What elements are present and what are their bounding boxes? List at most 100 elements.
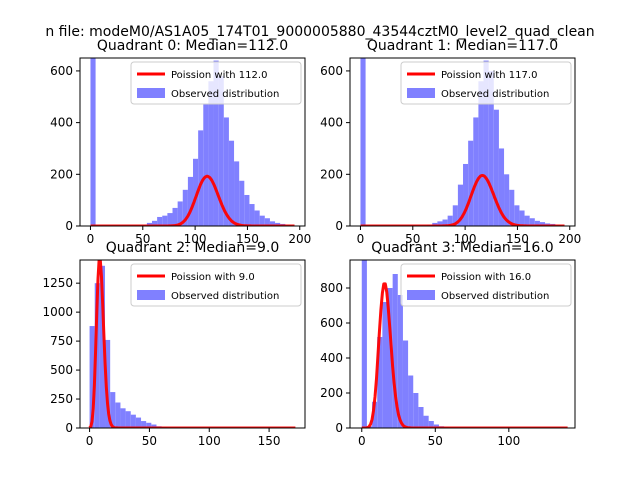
histogram-bar xyxy=(413,393,419,428)
x-tick-label: 50 xyxy=(135,232,150,246)
y-tick-label: 600 xyxy=(50,64,73,78)
histogram-bar xyxy=(228,140,235,226)
histogram-bar xyxy=(254,210,260,226)
quadrant-2-panel: 0 50 100 150 0 250 500 750 1000 1250 Quadrant 2: M… xyxy=(42,240,306,448)
axes-frame xyxy=(349,259,576,429)
legend-label: Poission with 16.0 xyxy=(441,272,531,283)
quadrant-1-panel: 0 50 100 150 200 0 200 400 600 Quadrant 1: Median… xyxy=(320,38,581,246)
axes-frame xyxy=(79,259,306,429)
legend: Poission with 117.0 Observed distribution xyxy=(400,61,572,105)
histogram-bar xyxy=(90,58,96,226)
histogram-bar xyxy=(269,221,276,226)
quadrant-title: Quadrant 3: Median=16.0 xyxy=(371,240,553,256)
x-tick-label: 0 xyxy=(87,232,95,246)
plot-area xyxy=(88,260,296,428)
quadrant-title: Quadrant 2: Median=9.0 xyxy=(106,240,280,256)
histogram-bar xyxy=(428,421,434,428)
poisson-curve xyxy=(90,174,295,226)
x-tick-label: 50 xyxy=(142,434,157,448)
histogram-bar xyxy=(172,207,178,226)
histogram-bar xyxy=(162,215,168,226)
histogram-bar xyxy=(408,375,414,428)
histogram-bar xyxy=(146,222,152,226)
histogram-bar xyxy=(524,215,530,226)
legend-label: Observed distribution xyxy=(441,89,549,100)
histogram-bar xyxy=(120,408,126,428)
histogram-bar xyxy=(473,117,479,226)
x-tick-label: 200 xyxy=(558,232,581,246)
x-tick-label: 100 xyxy=(497,434,520,448)
histogram-bar xyxy=(468,140,474,226)
histogram-bar xyxy=(529,218,535,226)
x-tick-label: 0 xyxy=(357,232,365,246)
x-tick-label: 200 xyxy=(288,232,311,246)
legend-label: Poission with 112.0 xyxy=(171,70,267,81)
histogram-bar xyxy=(218,76,224,226)
x-tick-label: 0 xyxy=(358,434,366,448)
legend-bar-swatch xyxy=(407,88,435,98)
histogram-bar xyxy=(382,302,388,428)
histogram-bar xyxy=(135,417,142,428)
legend-label: Poission with 117.0 xyxy=(441,70,537,81)
histogram-bar xyxy=(130,414,136,428)
histogram-bar xyxy=(193,158,199,226)
y-tick-label: 1250 xyxy=(42,276,73,290)
plot-area xyxy=(360,58,566,226)
x-tick-label: 150 xyxy=(506,232,529,246)
y-tick-label: 400 xyxy=(320,116,343,130)
histogram-bar xyxy=(392,274,398,428)
histogram-bar xyxy=(432,222,438,226)
histogram-bar xyxy=(514,205,520,226)
histogram-bar xyxy=(478,81,484,226)
histogram-bar xyxy=(177,201,183,226)
histogram-bar xyxy=(509,189,515,226)
histogram-bar xyxy=(157,216,163,226)
y-tick-label: 600 xyxy=(320,64,343,78)
histogram-bar xyxy=(152,220,158,226)
histogram-bar xyxy=(182,189,188,226)
histogram-bar xyxy=(115,402,121,428)
y-tick-label: 0 xyxy=(65,219,73,233)
histogram-bar xyxy=(360,58,366,226)
x-tick-label: 100 xyxy=(184,232,207,246)
histogram-bar xyxy=(423,415,429,428)
quadrant-title: Quadrant 0: Median=112.0 xyxy=(97,38,288,54)
histogram-bar xyxy=(457,184,464,226)
legend: Poission with 112.0 Observed distribution xyxy=(130,61,302,105)
histogram-bar xyxy=(244,194,250,226)
legend-label: Poission with 9.0 xyxy=(171,272,255,283)
y-tick-label: 400 xyxy=(320,351,343,365)
histogram-bar xyxy=(249,204,255,226)
histogram-bar xyxy=(387,288,393,428)
y-tick-label: 750 xyxy=(50,334,73,348)
histogram-bar xyxy=(463,163,469,226)
x-tick-label: 150 xyxy=(236,232,259,246)
plot-area xyxy=(361,260,568,428)
histogram-bar xyxy=(198,130,204,226)
legend-bar-swatch xyxy=(407,290,435,300)
axes-frame xyxy=(349,57,576,227)
legend-label: Observed distribution xyxy=(171,291,279,302)
histogram-bar xyxy=(488,70,494,226)
legend-label: Observed distribution xyxy=(441,291,549,302)
histogram-bar xyxy=(534,220,540,226)
histogram-bar xyxy=(437,221,443,226)
histogram-bar xyxy=(275,222,281,226)
y-tick-label: 200 xyxy=(320,167,343,181)
y-tick-label: 0 xyxy=(335,421,343,435)
histogram-bar xyxy=(498,148,505,226)
histogram-bar xyxy=(397,295,403,428)
quadrant-0-panel: 0 50 100 150 200 0 200 400 600 Quadrant 0: Median… xyxy=(50,38,311,246)
histogram-bar xyxy=(361,260,367,428)
histogram-bar xyxy=(234,161,240,226)
axes-frame xyxy=(79,57,306,227)
histogram-bar xyxy=(94,283,100,428)
legend-label: Observed distribution xyxy=(171,89,279,100)
y-tick-label: 800 xyxy=(320,281,343,295)
histogram-bar xyxy=(433,424,439,428)
legend-box xyxy=(400,263,572,307)
x-tick-label: 150 xyxy=(258,434,281,448)
panels: 0 50 100 150 200 0 200 400 600 Quadrant 0: Median… xyxy=(42,38,581,448)
y-tick-label: 0 xyxy=(335,219,343,233)
